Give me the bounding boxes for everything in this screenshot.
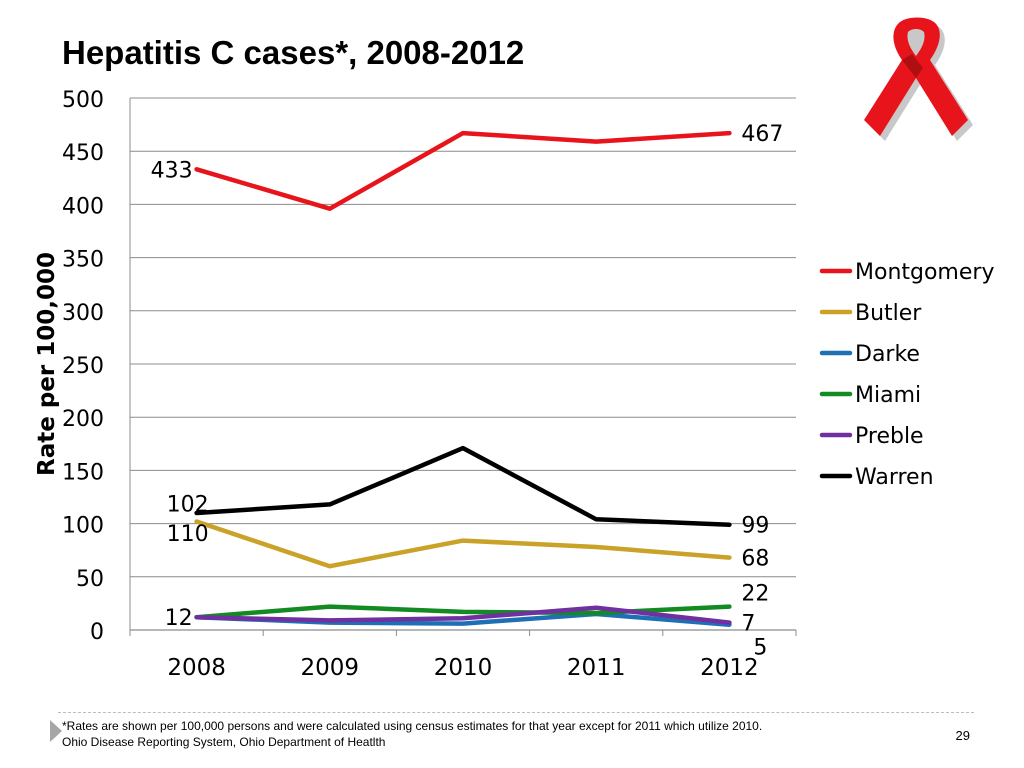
y-tick-label: 200 <box>62 407 104 432</box>
y-tick-label: 300 <box>62 301 104 326</box>
data-label-montgomery: 467 <box>741 122 783 147</box>
legend-label-warren: Warren <box>855 465 934 490</box>
legend-label-preble: Preble <box>855 424 924 449</box>
footnote-rates-note: *Rates are shown per 100,000 persons and… <box>62 719 763 733</box>
y-tick-label: 450 <box>62 141 104 166</box>
x-tick-label: 2011 <box>567 655 626 681</box>
page-title: Hepatitis C cases*, 2008-2012 <box>62 34 525 71</box>
y-tick-label: 100 <box>62 514 104 539</box>
series-line-warren <box>194 445 732 527</box>
series-line-butler <box>194 519 732 569</box>
x-tick-label: 2010 <box>434 655 493 681</box>
data-label-butler: 68 <box>741 547 769 572</box>
x-tick-label: 2009 <box>301 655 360 681</box>
y-tick-label: 250 <box>62 354 104 379</box>
data-label-miami: 22 <box>741 582 769 607</box>
data-label-darke: 5 <box>753 636 767 661</box>
legend-label-butler: Butler <box>855 301 922 326</box>
y-tick-label: 500 <box>62 88 104 113</box>
series-line-preble <box>194 605 732 625</box>
y-tick-label: 350 <box>62 248 104 273</box>
line-chart: 0 50 100 150 200 250 300 350 400 450 500 2008 2009 20… <box>34 88 994 681</box>
data-label-preble: 7 <box>741 612 755 637</box>
data-label-warren: 99 <box>741 514 769 539</box>
data-label-darke: 12 <box>165 606 193 631</box>
series-line-montgomery <box>194 130 732 211</box>
data-label-warren: 110 <box>167 522 209 547</box>
x-tick-label: 2012 <box>700 655 759 681</box>
triangle-bullet-icon <box>50 720 62 742</box>
x-tick-label: 2008 <box>167 655 226 681</box>
footnote-source: Ohio Disease Reporting System, Ohio Depa… <box>62 735 386 749</box>
awareness-ribbon-icon <box>864 17 973 141</box>
footnote: *Rates are shown per 100,000 persons and… <box>62 718 762 750</box>
y-tick-label: 150 <box>62 460 104 485</box>
y-axis-title: Rate per 100,000 <box>34 252 60 476</box>
legend-label-darke: Darke <box>855 342 920 367</box>
page-number: 29 <box>955 728 970 743</box>
data-label-butler: 102 <box>167 492 209 517</box>
footer-divider <box>58 712 974 713</box>
y-tick-label: 50 <box>76 567 104 592</box>
legend-label-miami: Miami <box>855 383 921 408</box>
data-label-montgomery: 433 <box>151 158 193 183</box>
y-tick-label: 0 <box>90 620 104 645</box>
y-tick-label: 400 <box>62 194 104 219</box>
legend-label-montgomery: Montgomery <box>855 260 994 285</box>
